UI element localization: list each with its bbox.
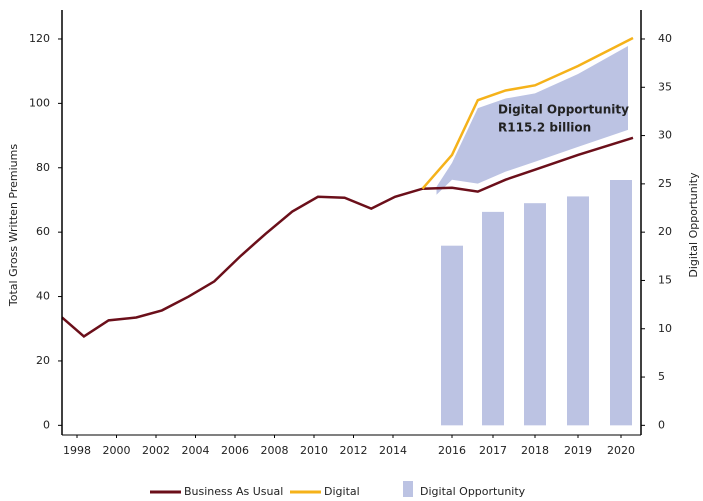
y2-tick-label: 15 [658,273,672,286]
x-tick-label: 1998 [63,444,91,457]
x-tick-label: 2010 [300,444,328,457]
y-tick-label: 40 [36,290,50,303]
x-tick-label: 2000 [103,444,131,457]
bar [441,245,463,426]
bar [567,196,589,426]
y-axis-label: Total Gross Written Premiums [7,144,20,307]
y-tick-label: 100 [29,96,50,109]
x-tick-label: 2002 [142,444,170,457]
y2-tick-label: 5 [658,370,665,383]
x-tick-label: 2004 [182,444,210,457]
y-tick-label: 20 [36,354,50,367]
x-tick-label: 2014 [379,444,407,457]
x-tick-label: 2016 [438,444,466,457]
x-tick-label: 2018 [521,444,549,457]
y-tick-label: 60 [36,225,50,238]
y2-tick-label: 35 [658,80,672,93]
annotation: R115.2 billion [498,121,591,135]
bar [610,180,632,426]
line-series [421,36,634,190]
legend-label: Digital Opportunity [420,485,526,498]
legend-label: Business As Usual [184,485,283,498]
annotation: Digital Opportunity [498,103,629,117]
y-tick-label: 0 [43,418,50,431]
y2-tick-label: 20 [658,225,672,238]
x-tick-label: 2008 [261,444,289,457]
bar [482,211,504,426]
y-tick-label: 120 [29,32,50,45]
y2-tick-label: 10 [658,322,672,335]
y2-tick-label: 0 [658,418,665,431]
x-tick-label: 2020 [607,444,635,457]
bar [524,203,546,426]
y2-axis-label: Digital Opportunity [687,172,700,278]
legend-label: Digital [324,485,360,498]
y-tick-label: 80 [36,161,50,174]
y2-tick-label: 30 [658,129,672,142]
y2-tick-label: 40 [658,32,672,45]
x-tick-label: 2019 [564,444,592,457]
x-tick-label: 2006 [221,444,249,457]
line-series [61,136,634,339]
x-tick-label: 2017 [479,444,507,457]
x-tick-label: 2012 [340,444,368,457]
legend-swatch [403,481,413,497]
opportunity-area [436,46,628,195]
y2-tick-label: 25 [658,177,672,190]
